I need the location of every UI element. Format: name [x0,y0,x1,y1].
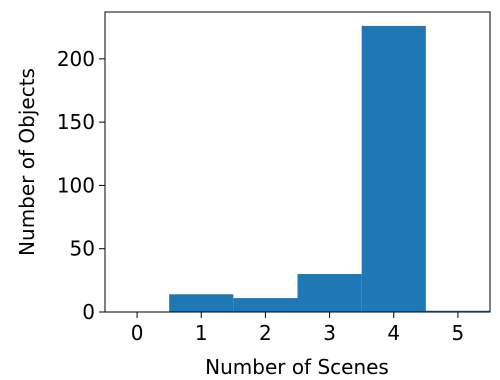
y-tick-label: 200 [57,47,95,71]
x-tick-label: 3 [323,321,336,345]
y-tick-label: 50 [70,237,95,261]
bar-series [169,25,490,313]
x-tick-label: 0 [131,321,144,345]
bar-5 [425,310,490,312]
x-tick-label: 4 [387,321,400,345]
x-tick-label: 5 [452,321,465,345]
y-axis-ticks: 0 50 100 150 200 [57,47,105,324]
plot-frame [104,11,491,313]
x-tick-label: 1 [195,321,208,345]
bar-1 [169,294,234,312]
y-axis-title: Number of Objects [15,68,39,256]
bar-2 [233,298,298,312]
y-tick-label: 150 [57,110,95,134]
bar-3 [297,274,362,312]
x-axis-title: Number of Scenes [205,355,389,379]
y-tick-label: 0 [82,300,95,324]
y-tick-label: 100 [57,173,95,197]
bar-4 [361,25,426,313]
x-axis-ticks: 0 1 2 3 4 5 [131,312,465,345]
x-tick-label: 2 [259,321,272,345]
